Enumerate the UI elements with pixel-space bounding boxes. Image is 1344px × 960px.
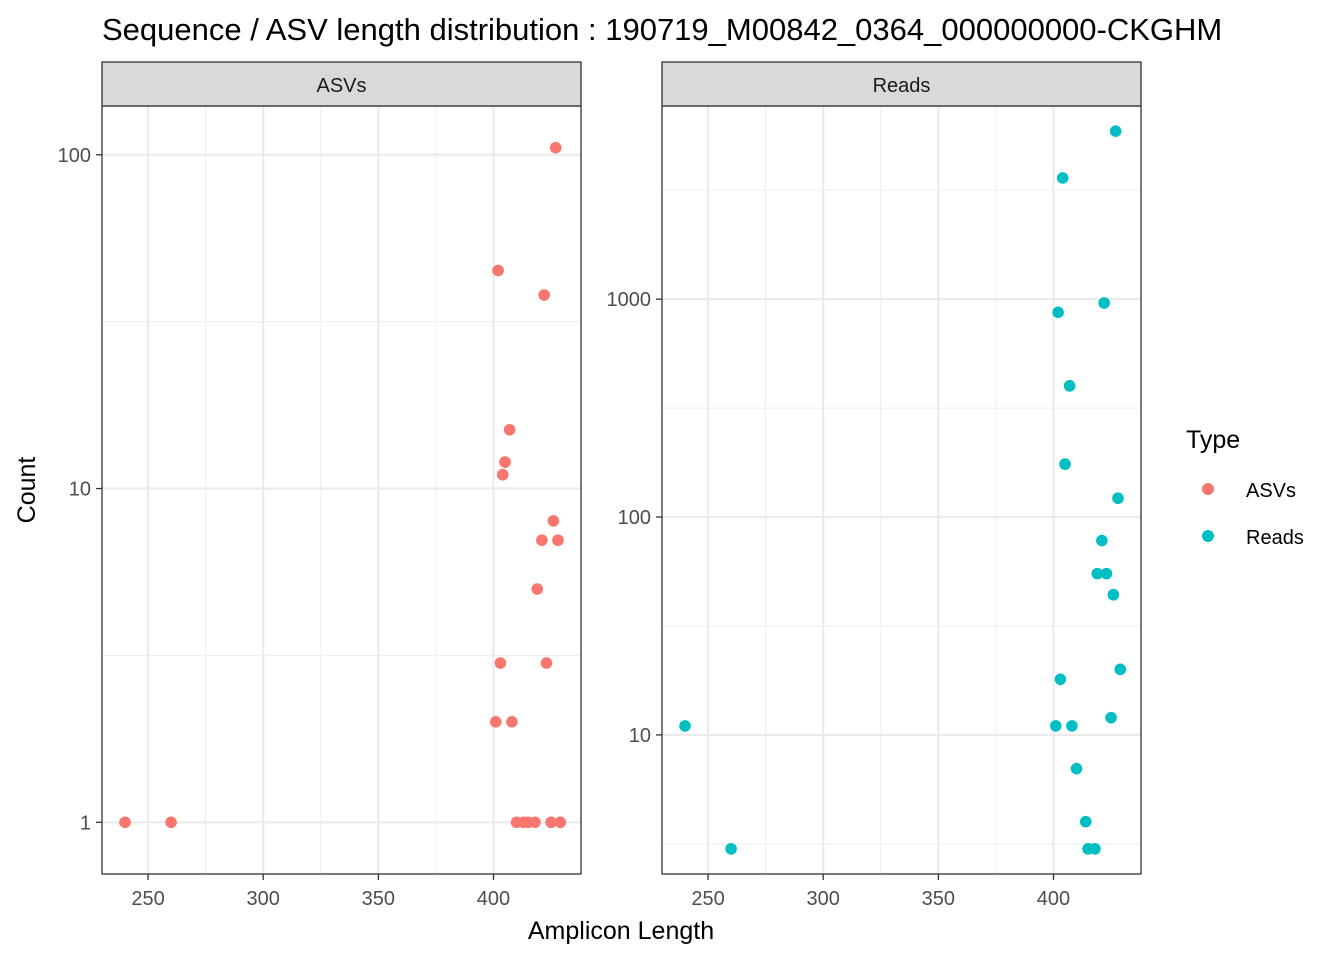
data-point [1109,125,1122,137]
y-tick-label: 10 [69,479,91,501]
facet-panel-asvs: ASVs 250 300 350 400 1 10 100 [58,61,582,910]
data-point [1091,567,1104,580]
data-point [119,816,131,829]
data-point [492,264,504,277]
data-point [1105,711,1117,724]
facet-strip [661,61,1142,107]
facet-strip-label: ASVs [316,75,366,97]
data-point [1096,534,1108,547]
facet-strip-label: Reads [873,75,931,97]
x-tick-label: 300 [247,888,280,910]
x-tick-label: 400 [477,888,510,910]
x-tick-label: 250 [131,888,164,910]
legend-key-reads [1202,530,1214,542]
data-point [536,534,548,547]
data-point [1052,306,1064,319]
data-point [1054,673,1067,686]
x-tick-label: 300 [807,888,840,910]
panel-background [102,106,581,874]
data-point [496,468,509,481]
data-point [1070,762,1083,775]
data-point [540,657,553,669]
y-tick-label: 100 [58,145,91,167]
data-point [538,289,550,301]
data-point [1049,720,1062,732]
x-axis-title: Amplicon Length [528,917,714,945]
data-point [1100,567,1113,580]
data-point [1056,172,1069,184]
data-point [1114,663,1127,676]
data-point [1107,588,1120,601]
legend: Type ASVs Reads [1186,426,1304,549]
data-point [554,816,567,829]
data-point [494,657,507,669]
x-tick-label: 350 [362,888,395,910]
y-tick-label: 100 [618,507,651,529]
data-point [679,720,691,732]
data-point [1066,720,1078,732]
data-point [1112,492,1124,505]
x-tick-label: 400 [1037,888,1070,910]
data-point [1089,843,1101,855]
legend-label-reads: Reads [1246,527,1304,549]
data-point [165,816,177,829]
data-point [549,141,562,154]
y-tick-label: 1000 [607,289,652,311]
data-point [1063,380,1076,392]
data-point [529,816,541,829]
y-tick-label: 1 [80,812,91,834]
x-tick-label: 250 [691,888,724,910]
facet-panels: ASVs 250 300 350 400 1 10 100 Reads 250 300 350 400 1… [58,61,1142,910]
facet-strip [101,61,582,107]
data-point [1059,458,1071,470]
data-point [503,423,516,436]
legend-title: Type [1186,426,1240,454]
y-tick-label: 10 [629,725,651,747]
legend-label-asvs: ASVs [1246,480,1296,502]
legend-key-asvs [1202,483,1214,495]
y-axis-title: Count [13,457,41,524]
data-point [506,716,518,728]
x-tick-label: 350 [922,888,955,910]
data-point [531,583,544,595]
data-point [1098,297,1110,309]
chart-title: Sequence / ASV length distribution : 190… [102,12,1222,47]
data-point [499,456,511,468]
panel-background [662,106,1141,874]
data-point [489,716,502,728]
facet-panel-reads: Reads 250 300 350 400 10 100 1000 [607,61,1142,910]
data-point [545,816,557,829]
data-point [725,843,737,855]
data-point [552,534,564,547]
data-point [547,515,560,527]
data-point [1079,815,1092,828]
